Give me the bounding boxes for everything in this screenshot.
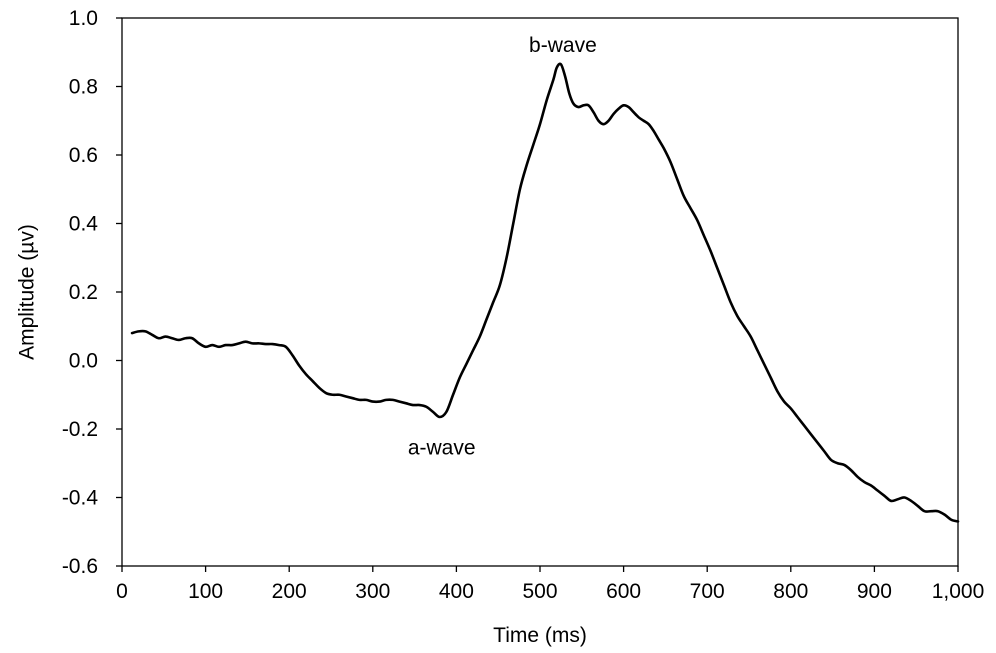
y-tick-label: 1.0 (69, 7, 98, 30)
annotation-label: a-wave (408, 437, 476, 460)
axis-ticks: 0 100 200 300 400 500 600 700 800 900 1,000 -0.6 -0.… (62, 7, 984, 603)
series-line-0 (130, 62, 960, 523)
x-tick-label: 400 (439, 580, 474, 603)
x-tick-label: 800 (773, 580, 808, 603)
series-layer (130, 62, 960, 523)
x-tick-label: 100 (188, 580, 223, 603)
x-tick-label: 600 (606, 580, 641, 603)
y-tick-label: 0.0 (69, 350, 98, 373)
y-tick-label: -0.2 (62, 418, 98, 441)
plot-frame (121, 17, 959, 567)
y-tick-label: 0.2 (69, 281, 98, 304)
annotation-label: b-wave (529, 34, 597, 57)
x-axis-title: Time (ms) (493, 624, 587, 647)
y-tick-label: -0.6 (62, 555, 98, 578)
annotations: a-wave b-wave (408, 34, 597, 460)
x-tick-label: 200 (272, 580, 307, 603)
x-tick-label: 300 (355, 580, 390, 603)
y-tick-label: 0.8 (69, 76, 98, 99)
x-tick-label: 0 (116, 580, 128, 603)
x-tick-label: 900 (857, 580, 892, 603)
x-tick-label: 500 (522, 580, 557, 603)
y-tick-label: 0.4 (69, 213, 99, 236)
x-tick-label: 700 (690, 580, 725, 603)
y-tick-label: 0.6 (69, 144, 98, 167)
y-tick-label: -0.4 (62, 487, 99, 510)
y-axis-title: Amplitude (µv) (15, 224, 38, 360)
x-tick-label: 1,000 (932, 580, 985, 603)
plot-area (121, 17, 959, 567)
